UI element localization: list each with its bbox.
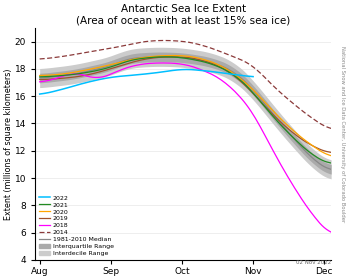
Y-axis label: Extent (millions of square kilometers): Extent (millions of square kilometers) <box>4 68 13 220</box>
Text: National Snow and Ice Data Center, University of Colorado Boulder: National Snow and Ice Data Center, Unive… <box>340 46 345 223</box>
Text: 02 Nov 2022: 02 Nov 2022 <box>296 260 331 265</box>
Legend: 2022, 2021, 2020, 2019, 2018, 2014, 1981-2010 Median, Interquartile Range, Inter: 2022, 2021, 2020, 2019, 2018, 2014, 1981… <box>38 195 114 257</box>
Title: Antarctic Sea Ice Extent
(Area of ocean with at least 15% sea ice): Antarctic Sea Ice Extent (Area of ocean … <box>76 4 290 26</box>
